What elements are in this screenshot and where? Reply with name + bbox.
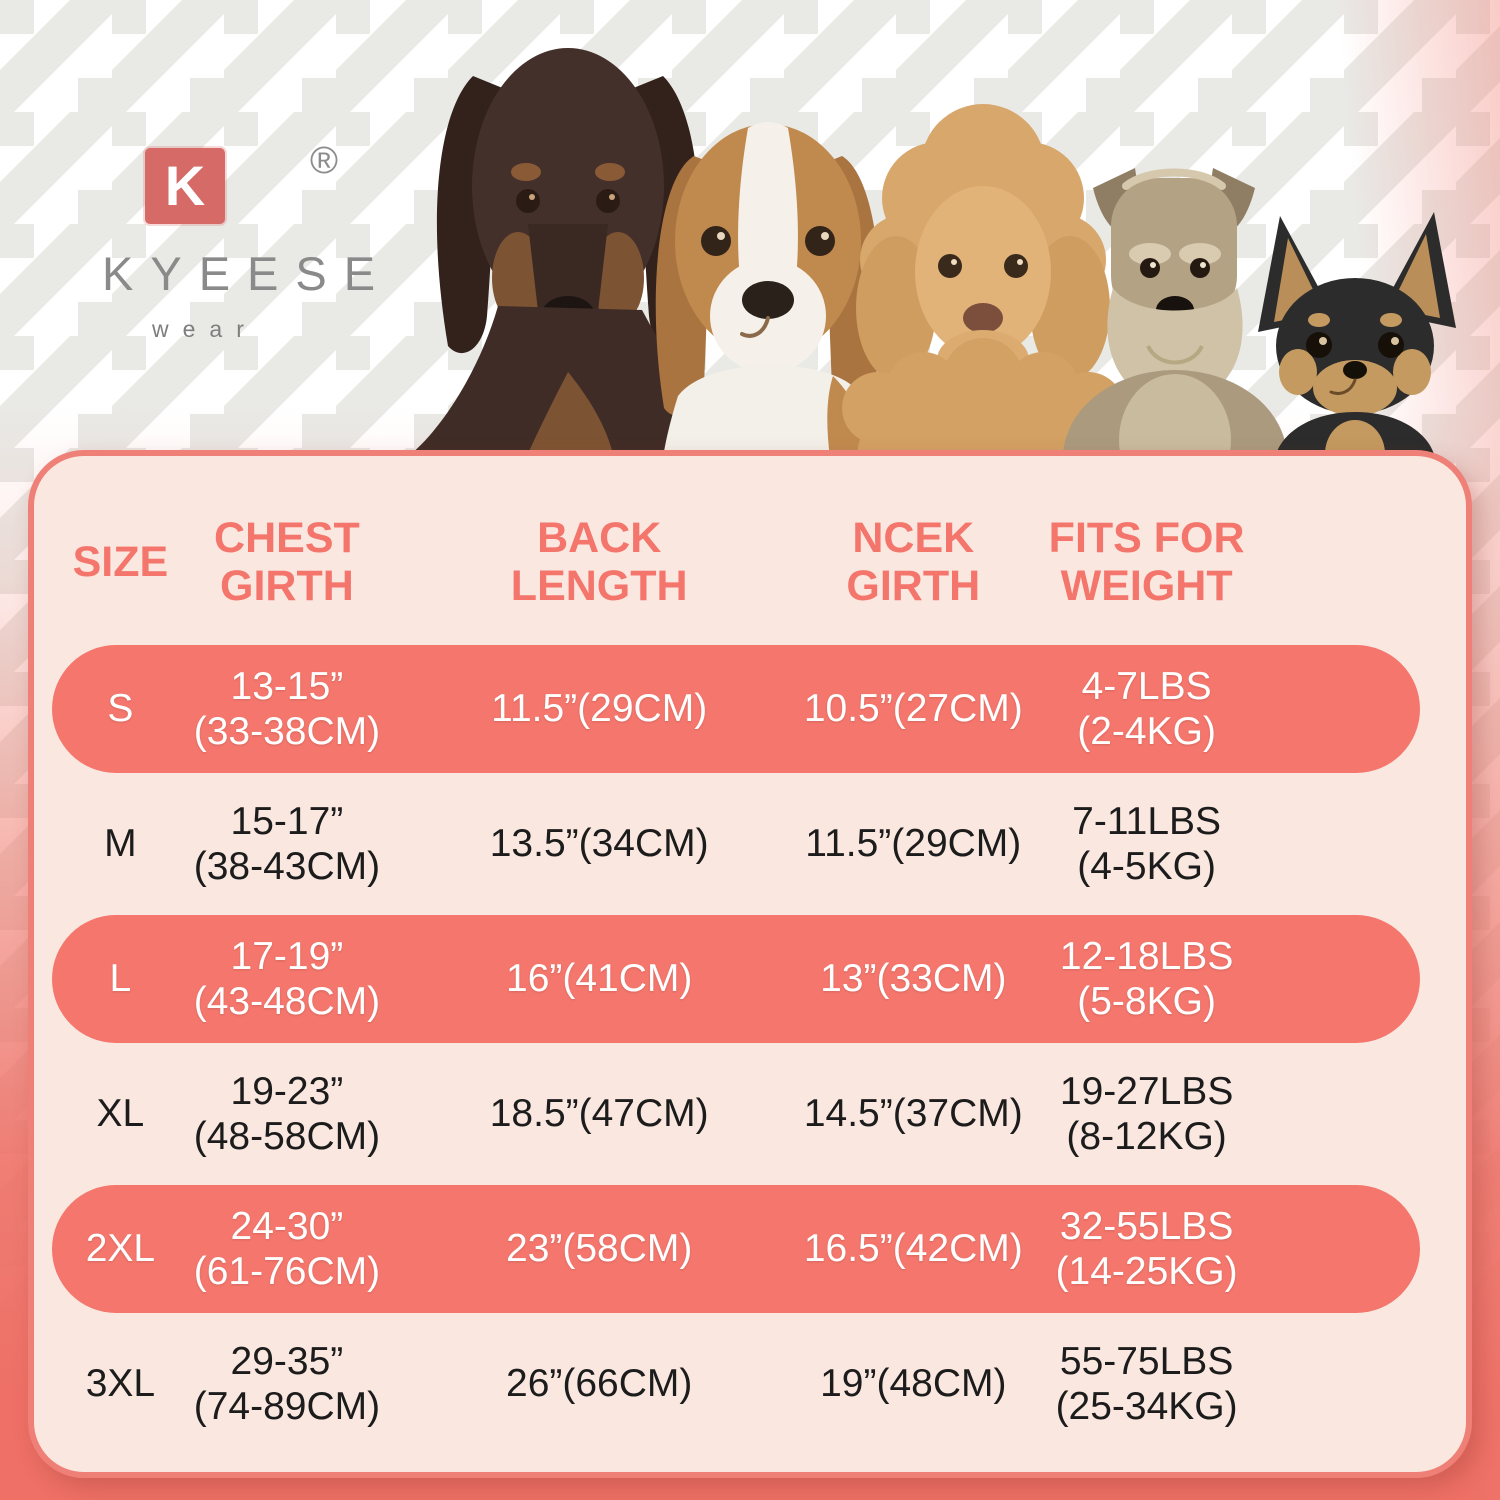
chihuahua-photo <box>1258 212 1456 458</box>
cell-weight: 7-11LBS (4-5KG) <box>1072 799 1222 888</box>
cell-chest: 17-19” (43-48CM) <box>193 934 381 1023</box>
cell-size: 2XL <box>85 1227 156 1271</box>
brand-logo-square: K <box>145 148 225 224</box>
poodle-photo <box>842 104 1124 458</box>
five-dogs-photo <box>406 48 1456 458</box>
col-header-back-length: BACK LENGTH <box>510 513 688 610</box>
col-header-neck-girth: NCEK GIRTH <box>846 513 981 610</box>
cell-back: 11.5”(29CM) <box>491 687 708 731</box>
cell-size: L <box>109 957 132 1001</box>
table-row-xl: XL 19-23” (48-58CM) 18.5”(47CM) 14.5”(37… <box>34 1050 1466 1178</box>
table-row-l: L 17-19” (43-48CM) 16”(41CM) 13”(33CM) 1… <box>52 915 1420 1043</box>
brand-subtitle: wear <box>152 316 258 342</box>
table-row-3xl: 3XL 29-35” (74-89CM) 26”(66CM) 19”(48CM)… <box>34 1320 1466 1448</box>
cell-chest: 19-23” (48-58CM) <box>193 1069 381 1158</box>
table-row-m: M 15-17” (38-43CM) 13.5”(34CM) 11.5”(29C… <box>34 780 1466 908</box>
registered-trademark-icon: ® <box>310 140 338 182</box>
brand-name: KYEESE <box>102 247 393 300</box>
cell-back: 26”(66CM) <box>506 1362 693 1406</box>
cell-size: M <box>104 822 137 866</box>
schnauzer-photo <box>1063 168 1287 458</box>
table-header-row: SIZE CHEST GIRTH BACK LENGTH NCEK GIRTH … <box>34 486 1466 638</box>
cell-size: 3XL <box>85 1362 156 1406</box>
cell-size: S <box>107 687 134 731</box>
cell-neck: 10.5”(27CM) <box>803 687 1023 731</box>
cell-weight: 4-7LBS (2-4KG) <box>1077 664 1216 753</box>
cell-back: 16”(41CM) <box>506 957 693 1001</box>
cell-back: 13.5”(34CM) <box>489 822 709 866</box>
cell-weight: 19-27LBS (8-12KG) <box>1059 1069 1234 1158</box>
col-header-size: SIZE <box>72 537 169 586</box>
cell-chest: 13-15” (33-38CM) <box>193 664 381 753</box>
cell-weight: 32-55LBS (14-25KG) <box>1055 1204 1238 1293</box>
cell-neck: 14.5”(37CM) <box>803 1092 1023 1136</box>
cell-chest: 24-30” (61-76CM) <box>193 1204 381 1293</box>
doberman-photo <box>406 48 730 458</box>
table-row-s: S 13-15” (33-38CM) 11.5”(29CM) 10.5”(27C… <box>52 645 1420 773</box>
cell-chest: 15-17” (38-43CM) <box>193 799 381 888</box>
cell-neck: 19”(48CM) <box>820 1362 1007 1406</box>
size-chart-card: SIZE CHEST GIRTH BACK LENGTH NCEK GIRTH … <box>28 450 1472 1478</box>
cell-neck: 13”(33CM) <box>820 957 1007 1001</box>
table-row-2xl: 2XL 24-30” (61-76CM) 23”(58CM) 16.5”(42C… <box>52 1185 1420 1313</box>
brand-logo-letter: K <box>164 154 206 217</box>
cell-weight: 12-18LBS (5-8KG) <box>1059 934 1234 1023</box>
beagle-photo <box>655 122 881 458</box>
cell-neck: 11.5”(29CM) <box>805 822 1022 866</box>
cell-back: 23”(58CM) <box>506 1227 693 1271</box>
col-header-chest-girth: CHEST GIRTH <box>214 513 360 610</box>
cell-weight: 55-75LBS (25-34KG) <box>1055 1339 1238 1428</box>
cell-chest: 29-35” (74-89CM) <box>193 1339 381 1428</box>
cell-back: 18.5”(47CM) <box>489 1092 709 1136</box>
cell-size: XL <box>96 1092 145 1136</box>
col-header-fits-for-weight: FITS FOR WEIGHT <box>1048 513 1245 610</box>
cell-neck: 16.5”(42CM) <box>803 1227 1023 1271</box>
